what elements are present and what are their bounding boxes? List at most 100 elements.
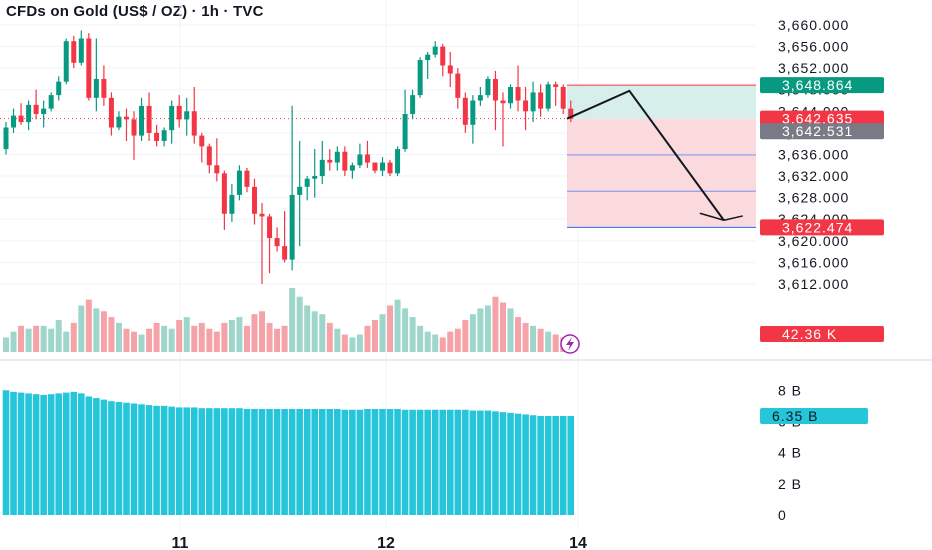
volume-bar [341,334,348,352]
candle-body [206,146,212,166]
lower-bar [522,414,529,515]
volume-bar [85,299,92,352]
candle-body [357,154,363,166]
volume-bar [266,322,273,352]
candle-body [410,95,416,115]
candle-body [108,97,114,128]
candle-body [364,154,370,163]
volume-bar [259,311,266,352]
candle-body [251,186,257,214]
candle-body [26,104,32,123]
candle-body [372,162,378,171]
candle-body [545,84,551,109]
volume-bar [131,331,138,352]
candle-body [184,111,190,120]
candle-body [274,238,280,247]
candle-body [131,119,137,136]
candle-body [3,127,9,150]
lower-bar [303,408,311,515]
time-tick-label: 12 [377,535,395,550]
volume-bar [221,322,228,352]
volume-bar [417,325,424,352]
volume-bar [251,314,258,352]
candle-body [523,100,529,112]
candle-body [530,92,536,112]
volume-bar [191,325,198,352]
lower-bar [492,411,499,515]
lower-bar [123,402,130,515]
volume-bar [364,325,371,352]
projection-path [566,89,725,221]
candle-body [515,87,521,101]
volume-bar [477,308,484,352]
candle-body [417,60,423,96]
volume-bar [40,325,47,352]
stop-badge: 3,622.474 [760,219,884,236]
candle-body [342,151,348,171]
candle-body [297,186,303,195]
volume-bar [394,299,401,352]
stop-badge-text: 3,622.474 [782,219,853,235]
entry-badge-bg [760,110,884,127]
volume-bar [274,328,281,352]
candle-body [304,178,310,187]
volume-bar [236,317,243,352]
candle-body [425,54,431,61]
volume-bar [522,322,529,352]
volume-bar [530,325,537,352]
volume-bar [537,328,544,352]
lightning-icon-bolt [566,337,574,351]
lower-tick-label: 2 B [778,476,802,492]
volume-bar [281,325,288,352]
candle-body [78,38,84,63]
volume-bar [206,328,213,352]
volume-bar [454,328,461,352]
projection-drawing[interactable] [560,89,743,354]
price-tick-label: 3,660.000 [778,17,849,33]
chart-title: CFDs on Gold (US$ / OZ) · 1h · TVC [6,3,264,20]
volume-bar [402,308,409,352]
volume-bar [379,314,386,352]
lower-bar [281,408,288,515]
lower-bar [70,391,78,515]
lower-bar [115,401,123,515]
volume-bar [78,305,85,352]
volume-bar [515,317,522,352]
volume-bar [176,320,183,352]
volume-bar [213,331,220,352]
candle-body [395,149,401,174]
lower-bar [499,412,507,515]
candle-body [553,84,559,88]
candle-body [462,97,468,125]
volume-bar [55,320,62,352]
candle-body [312,176,318,179]
price-tick-label: 3,632.000 [778,168,849,184]
lower-bar [364,408,371,515]
volume-bar [319,314,326,352]
lower-bar [2,390,10,515]
lower-bar [484,410,492,515]
candle-body [191,111,197,136]
lower-bar [326,408,334,515]
candle-body [214,165,220,174]
lower-bar [251,408,258,515]
candle-body [349,165,355,171]
volume-bar [349,337,356,352]
lower-bar [462,409,469,515]
lower-bar [100,399,108,515]
last-price-badge-bg [760,123,884,140]
candle-body [63,41,69,82]
candle-body [18,115,24,123]
volume-bar [70,322,77,352]
projection-arrow-left [699,212,725,221]
volume-bar [153,322,160,352]
volume-bar [243,325,250,352]
candle-body [380,162,385,171]
candle-body [86,38,92,98]
lower-bar [10,391,17,515]
candle-body [492,78,498,101]
lower-bar [349,409,356,515]
lower-bar [529,415,537,515]
price-tick-label: 3,636.000 [778,146,849,162]
